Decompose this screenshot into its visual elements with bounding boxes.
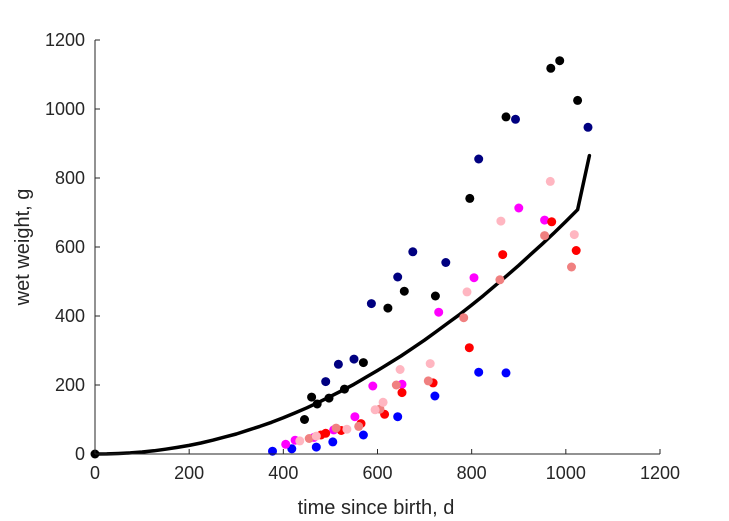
data-point — [307, 392, 317, 402]
y-tick-label: 0 — [75, 444, 85, 464]
data-point — [311, 442, 321, 452]
x-tick-label: 800 — [457, 463, 487, 483]
data-point — [459, 313, 469, 323]
data-point — [383, 303, 393, 313]
data-point — [555, 56, 565, 66]
y-axis-label: wet weight, g — [12, 189, 34, 307]
data-point — [501, 368, 511, 378]
data-point — [573, 95, 583, 105]
data-point — [540, 215, 550, 225]
x-tick-label: 1200 — [640, 463, 680, 483]
data-point — [295, 436, 305, 446]
data-point — [349, 354, 359, 364]
data-point — [498, 250, 508, 260]
data-point — [408, 247, 418, 257]
x-tick-label: 1000 — [546, 463, 586, 483]
data-point — [567, 262, 576, 272]
data-point — [268, 446, 277, 456]
data-point — [304, 434, 314, 443]
data-point — [311, 431, 321, 441]
data-point — [358, 358, 368, 368]
data-point — [324, 393, 334, 403]
data-point — [430, 291, 440, 301]
y-tick-label: 200 — [55, 375, 85, 395]
y-tick-label: 1200 — [45, 30, 85, 50]
y-tick-label: 800 — [55, 168, 85, 188]
data-point — [395, 365, 405, 374]
data-point — [464, 343, 474, 353]
data-point — [430, 391, 440, 401]
x-tick-label: 600 — [362, 463, 392, 483]
data-point — [366, 299, 376, 309]
data-point — [350, 412, 360, 422]
data-point — [281, 439, 291, 449]
data-point — [423, 376, 433, 386]
x-tick-label: 400 — [268, 463, 298, 483]
data-point — [321, 428, 331, 438]
x-axis-label: time since birth, d — [298, 497, 455, 519]
data-point — [393, 272, 403, 282]
data-point — [441, 258, 451, 267]
data-point — [378, 397, 388, 407]
data-point — [495, 275, 505, 285]
data-point — [545, 176, 555, 186]
data-point — [370, 405, 380, 415]
data-point — [583, 122, 593, 132]
data-point — [434, 307, 444, 317]
y-tick-label: 600 — [55, 237, 85, 257]
data-point — [546, 63, 556, 73]
data-point — [328, 437, 338, 447]
fit-curve-layer — [93, 153, 592, 456]
data-point — [333, 359, 343, 369]
x-tick-label: 200 — [174, 463, 204, 483]
data-point — [474, 154, 484, 164]
data-point — [321, 377, 331, 387]
y-tick-label: 1000 — [45, 99, 85, 119]
data-point — [547, 217, 557, 227]
data-point — [399, 286, 409, 296]
data-point — [511, 114, 520, 124]
data-points-layer — [90, 56, 593, 459]
axes: 0 200 400 600 800 1000 1200 0 200 400 600 800 1000 12… — [45, 30, 680, 483]
data-point — [354, 421, 364, 431]
data-point — [342, 424, 352, 434]
data-point — [474, 367, 484, 377]
data-point — [569, 230, 579, 240]
data-point — [331, 423, 341, 433]
data-point — [465, 193, 475, 203]
y-tick-label: 400 — [55, 306, 85, 326]
data-point — [391, 380, 401, 390]
data-point — [397, 388, 407, 398]
data-point — [368, 381, 378, 391]
data-point — [514, 203, 524, 213]
data-point — [540, 231, 550, 241]
data-point — [312, 399, 322, 409]
data-point — [300, 415, 309, 424]
data-point — [358, 430, 368, 440]
data-point — [571, 246, 581, 255]
data-point — [393, 412, 403, 422]
data-point — [462, 287, 472, 297]
x-tick-label: 0 — [90, 463, 100, 483]
data-point — [425, 359, 435, 369]
data-point — [469, 273, 479, 283]
fit-curve-line — [93, 153, 592, 456]
data-point — [501, 112, 511, 122]
data-point — [340, 384, 349, 394]
data-point — [496, 216, 506, 226]
